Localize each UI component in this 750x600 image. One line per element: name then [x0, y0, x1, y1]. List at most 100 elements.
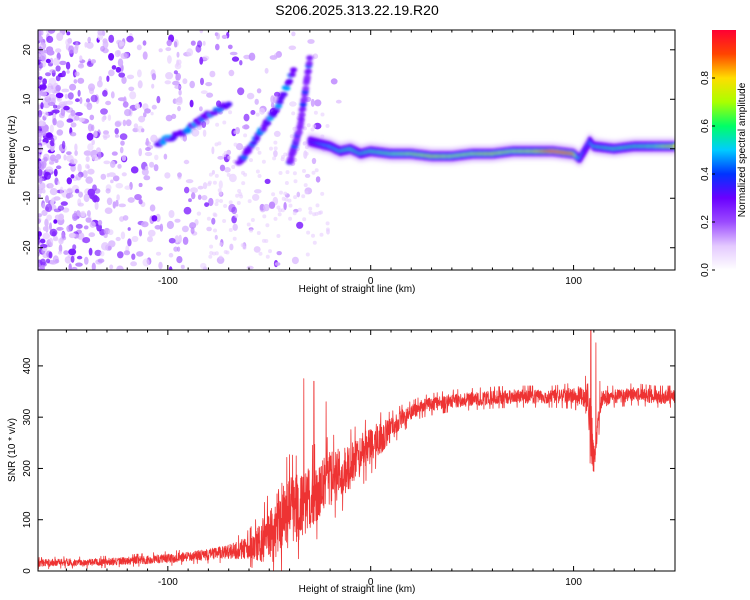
- heatmap-cell: [83, 150, 92, 156]
- heatmap-cell: [183, 159, 190, 165]
- heatmap-cell: [63, 100, 68, 106]
- heatmap-cell: [66, 118, 74, 123]
- heatmap-cell: [117, 58, 124, 67]
- colorbar-tick-label: 0.8: [700, 71, 711, 85]
- heatmap-cell: [105, 100, 112, 106]
- heatmap-cell: [49, 69, 56, 73]
- heatmap-cell: [126, 74, 135, 80]
- heatmap-cell: [287, 156, 295, 162]
- heatmap-cell: [77, 202, 84, 207]
- heatmap-cell: [250, 140, 258, 146]
- snr-y-label: SNR (10 * v/v): [7, 418, 18, 482]
- heatmap-cell: [110, 179, 114, 184]
- heatmap-cell: [79, 55, 83, 61]
- heatmap-cell: [82, 237, 91, 244]
- heatmap-cell: [201, 195, 208, 201]
- heatmap-cell: [202, 182, 208, 190]
- heatmap-cell: [138, 148, 142, 157]
- heatmap-cell: [42, 188, 46, 194]
- heatmap-cell: [38, 76, 43, 80]
- heatmap-cell: [114, 121, 122, 128]
- heatmap-cell: [174, 62, 182, 70]
- heatmap-cell: [280, 157, 285, 162]
- heatmap-cell: [114, 134, 120, 138]
- heatmap-cell: [218, 255, 223, 260]
- heatmap-cell: [145, 147, 151, 151]
- heatmap-cell: [190, 40, 196, 46]
- heatmap-cell: [168, 266, 173, 270]
- heatmap-cell: [178, 234, 182, 244]
- heatmap-cell: [291, 256, 299, 265]
- spectrogram-heatmap: [38, 30, 675, 270]
- heatmap-cell: [227, 155, 232, 160]
- heatmap-cell: [65, 61, 71, 70]
- heatmap-cell: [108, 53, 115, 61]
- heatmap-cell: [311, 233, 315, 238]
- heatmap-cell: [208, 254, 213, 259]
- heatmap-cell: [273, 140, 278, 145]
- heatmap-cell: [86, 102, 93, 111]
- heatmap-cell: [97, 151, 102, 160]
- heatmap-cell: [97, 258, 105, 263]
- heatmap-cell: [123, 250, 131, 256]
- heatmap-cell: [255, 169, 260, 174]
- heatmap-cell: [218, 180, 223, 189]
- heatmap-cell: [233, 130, 238, 135]
- heatmap-cell: [124, 109, 132, 117]
- heatmap-cell: [265, 223, 270, 228]
- heatmap-cell: [143, 175, 151, 181]
- heatmap-cell: [38, 109, 43, 118]
- heatmap-cell: [38, 30, 42, 38]
- heatmap-cell: [201, 55, 210, 61]
- heatmap-cell: [306, 55, 314, 61]
- heatmap-cell: [108, 172, 116, 178]
- heatmap-cell: [38, 184, 43, 190]
- heatmap-cell: [228, 69, 235, 77]
- heatmap-cell: [144, 151, 153, 157]
- heatmap-cell: [304, 68, 312, 74]
- heatmap-cell: [216, 32, 220, 40]
- heatmap-cell: [315, 203, 320, 208]
- heatmap-cell: [219, 164, 226, 172]
- heatmap-cell: [303, 126, 307, 131]
- heatmap-cell: [41, 209, 48, 216]
- heatmap-cell: [228, 200, 233, 205]
- heatmap-cell: [277, 212, 282, 217]
- chart-title: S206.2025.313.22.19.R20: [275, 2, 439, 18]
- heatmap-cell: [150, 134, 158, 143]
- colorbar: 0.0 0.2 0.4 0.6 0.8 Normalized spectral ampl…: [700, 30, 748, 277]
- heatmap-cell: [265, 254, 270, 259]
- heatmap-cell: [291, 111, 296, 116]
- heatmap-noise: [38, 30, 342, 270]
- heatmap-cell: [103, 160, 111, 165]
- heatmap-cell: [250, 218, 255, 222]
- heatmap-cell: [171, 113, 177, 119]
- heatmap-cell: [199, 106, 203, 112]
- heatmap-cell: [75, 98, 80, 103]
- heatmap-cell: [38, 79, 41, 87]
- heatmap-cell: [201, 121, 207, 128]
- heatmap-cell: [122, 101, 129, 108]
- heatmap-cell: [68, 248, 77, 256]
- heatmap-cell: [86, 210, 91, 217]
- heatmap-cell: [276, 251, 282, 256]
- heatmap-cell: [40, 53, 47, 62]
- heatmap-cell: [297, 120, 305, 126]
- heatmap-cell: [247, 199, 252, 204]
- heatmap-cell: [62, 207, 70, 213]
- spectrogram-y-tick-label: 0: [22, 146, 33, 152]
- heatmap-cell: [45, 87, 53, 92]
- heatmap-cell: [75, 173, 82, 181]
- heatmap-cell: [204, 118, 210, 125]
- heatmap-cell: [61, 70, 66, 77]
- heatmap-cell: [38, 59, 41, 65]
- heatmap-cell: [94, 249, 102, 257]
- heatmap-cell: [133, 123, 139, 129]
- colorbar-ticks: 0.0 0.2 0.4 0.6 0.8: [700, 71, 715, 277]
- heatmap-cell: [108, 240, 116, 248]
- heatmap-cell: [66, 151, 72, 156]
- heatmap-cell: [110, 91, 115, 99]
- heatmap-cell: [175, 74, 180, 81]
- heatmap-cell: [311, 170, 316, 175]
